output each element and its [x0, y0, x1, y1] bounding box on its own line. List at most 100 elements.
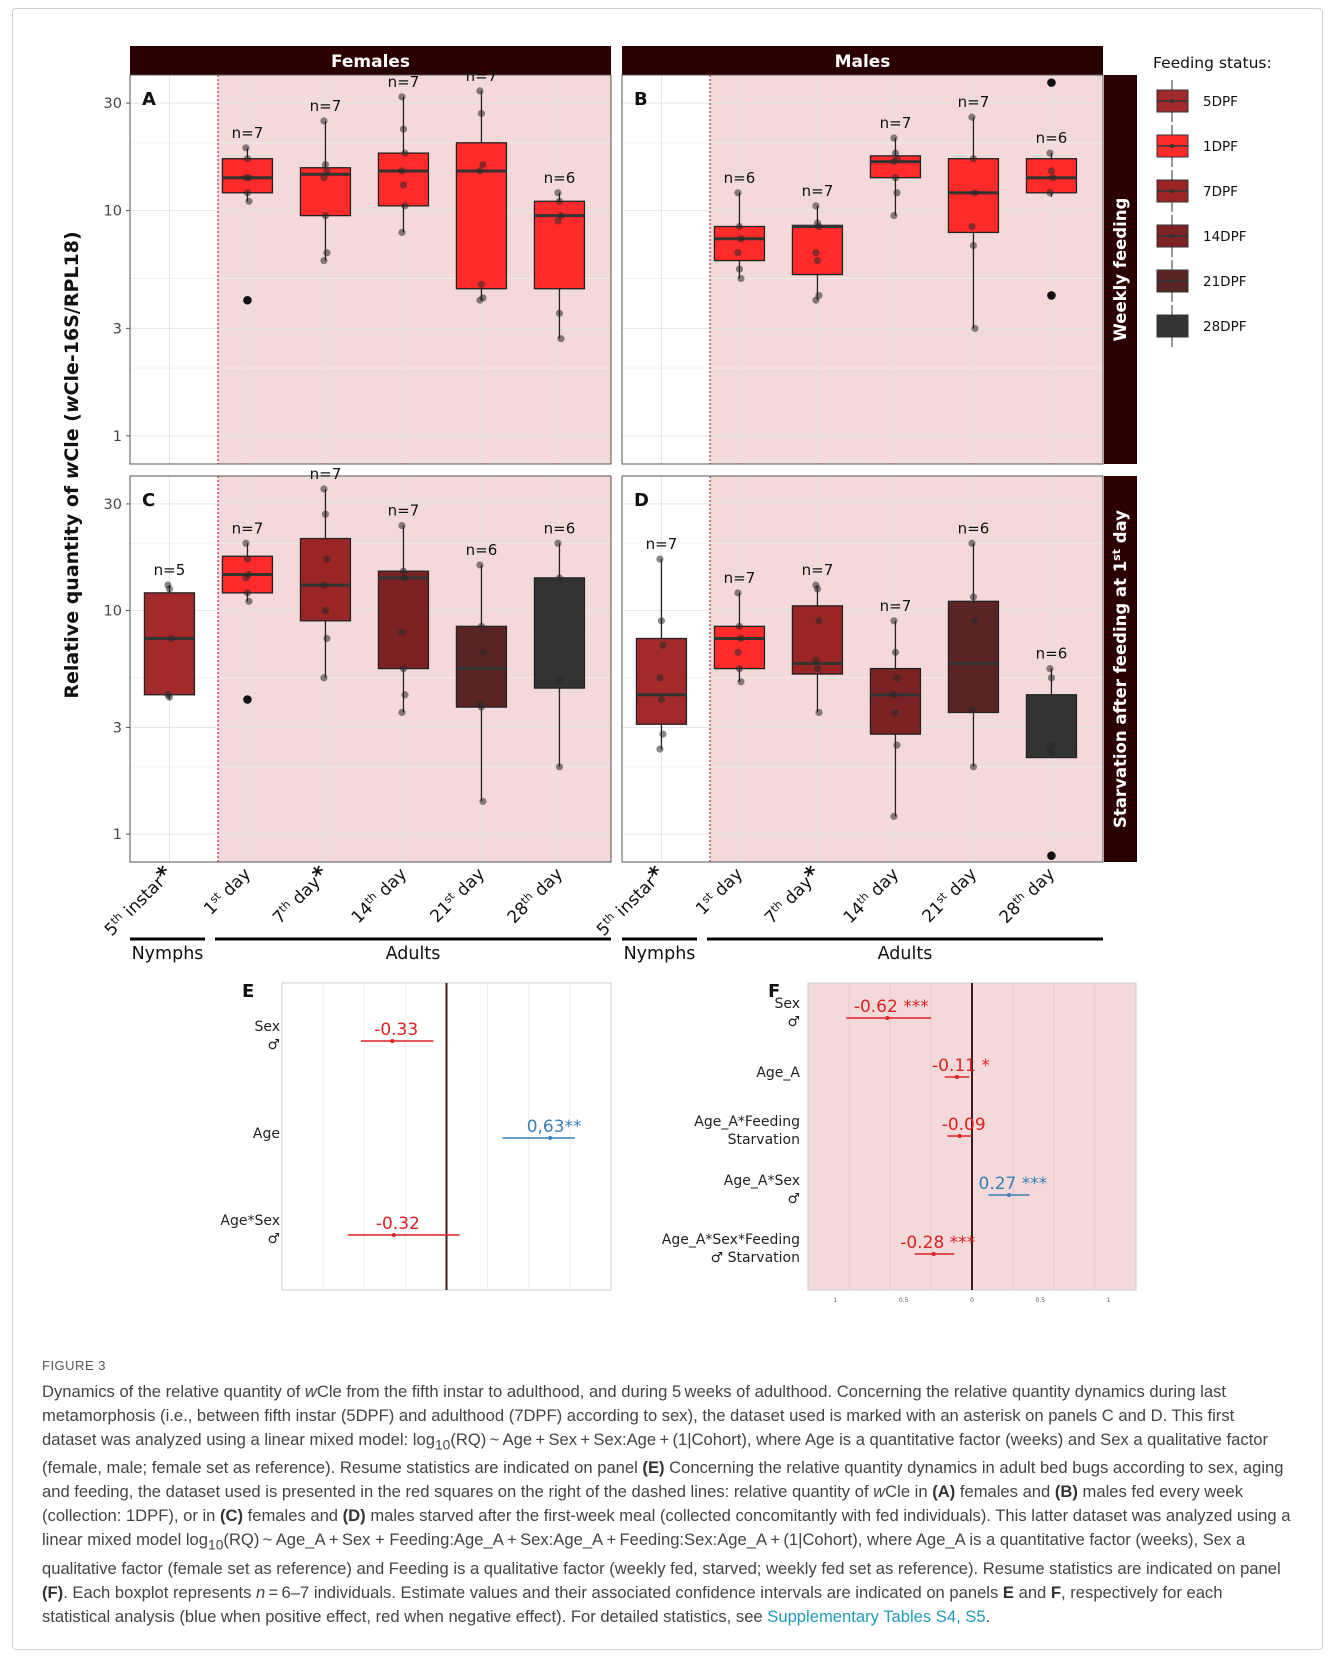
box	[533, 577, 586, 689]
data-point	[1047, 167, 1056, 175]
data-point	[476, 87, 484, 95]
n-label: n=7	[310, 97, 342, 115]
y-tick-label: 3	[113, 321, 122, 337]
data-point	[242, 144, 250, 152]
term-sublabel: ♂	[267, 1037, 280, 1053]
data-point	[242, 574, 250, 582]
n-label: n=6	[1036, 129, 1068, 147]
data-point	[476, 167, 484, 175]
x-tick-label: 28th day	[503, 864, 567, 928]
panel-letter: F	[768, 981, 780, 1002]
caption-text: males fed every week (collection: 1DPF),…	[42, 1482, 1244, 1526]
data-point	[734, 589, 742, 597]
boxplot-14th-day: n=7	[869, 114, 922, 220]
data-point	[735, 265, 744, 273]
legend-dot	[1170, 189, 1174, 193]
outlier-point	[1047, 78, 1056, 87]
data-point	[813, 585, 822, 593]
estimate-label: -0.28 ***	[900, 1233, 975, 1253]
data-point	[320, 117, 328, 125]
caption-panel-ref: (E)	[642, 1458, 665, 1478]
n-label: n=7	[388, 73, 420, 91]
x-tick-label: 1	[833, 1297, 837, 1304]
panel-border	[129, 74, 612, 465]
term-label: Sex	[774, 996, 800, 1012]
data-point	[893, 741, 901, 749]
legend-dot	[1170, 99, 1174, 103]
x-tick-label: 14th day	[347, 864, 411, 928]
data-point	[812, 249, 820, 257]
caption-text: (RQ) ~ Age_A + Sex + Feeding:Age_A + Sex…	[42, 1530, 1281, 1578]
data-point	[479, 648, 487, 656]
data-point	[320, 256, 328, 265]
n-label: n=7	[232, 124, 264, 142]
estimate-point	[391, 1233, 396, 1237]
x-tick-label: 0	[970, 1297, 974, 1304]
strip-right-label: Weekly feeding	[1111, 198, 1130, 342]
term-label: Age*Sex	[220, 1213, 280, 1229]
x-tick-label: 1st day	[691, 864, 747, 920]
caption-text: Concerning the relative quantity dynamic…	[42, 1458, 1284, 1502]
boxplot-21st-day: n=6	[455, 541, 508, 806]
x-tick-label: 1	[1107, 1297, 1111, 1304]
box	[377, 570, 430, 670]
n-label: n=7	[802, 561, 834, 579]
caption-text: Cle in	[885, 1482, 933, 1502]
n-label: n=6	[724, 169, 756, 187]
data-point	[815, 222, 823, 231]
panel-B: Bn=6 n=7 n=7 n=7 n=6	[621, 74, 1104, 465]
term-label: Age_A*Feeding	[694, 1114, 800, 1130]
data-point	[165, 585, 174, 593]
data-point	[243, 555, 252, 563]
data-point	[477, 280, 486, 289]
boxplot-7th-day: n=7	[299, 465, 352, 682]
box	[713, 625, 766, 670]
boxplot-7th-day: n=7	[791, 561, 844, 717]
x-tick-label: 7th day*	[266, 861, 334, 929]
legend-item: 28DPF	[1156, 305, 1246, 347]
estimate-label: -0.33	[374, 1020, 418, 1040]
data-point	[657, 617, 666, 625]
figure-frame	[12, 8, 1323, 1650]
legend-item: 14DPF	[1156, 215, 1246, 257]
data-point	[891, 648, 900, 656]
data-point	[398, 708, 406, 717]
data-point	[554, 189, 562, 197]
caption-panel-ref: (A)	[932, 1482, 956, 1502]
data-point	[734, 648, 742, 656]
x-tick-label: 0.5	[1036, 1297, 1046, 1304]
data-point	[554, 217, 562, 225]
n-label: n=6	[544, 169, 576, 187]
data-point	[167, 634, 175, 643]
data-point	[476, 561, 484, 569]
n-label: n=5	[154, 561, 186, 579]
legend-dot	[1170, 324, 1174, 328]
data-point	[320, 674, 328, 682]
data-point	[557, 212, 565, 220]
data-point	[554, 539, 562, 547]
outlier-point	[243, 695, 252, 704]
data-point	[165, 693, 174, 701]
data-point	[890, 812, 898, 820]
supplementary-tables-link[interactable]: Supplementary Tables S4, S5	[767, 1606, 986, 1626]
legend-dot	[1170, 234, 1174, 238]
data-point	[968, 539, 976, 547]
data-point	[323, 249, 331, 257]
data-point	[893, 674, 901, 682]
caption-subscript: 10	[434, 1436, 451, 1453]
data-point	[242, 539, 250, 547]
caption-text: females and	[243, 1506, 343, 1526]
data-point	[893, 189, 901, 197]
data-point	[890, 134, 898, 142]
estimate-point	[548, 1136, 553, 1140]
data-point	[734, 189, 742, 197]
data-point	[1049, 174, 1057, 182]
y-tick-label: 10	[104, 604, 122, 620]
figure-caption: Dynamics of the relative quantity of wCl…	[42, 1380, 1292, 1629]
estimate-label: -0.32	[376, 1214, 420, 1234]
caption-text: females and	[955, 1482, 1055, 1502]
strip-right	[1104, 75, 1137, 464]
caption-text: = 6–7 individuals. Estimate values and t…	[265, 1582, 1003, 1602]
data-point	[969, 593, 978, 601]
data-point	[242, 174, 250, 182]
